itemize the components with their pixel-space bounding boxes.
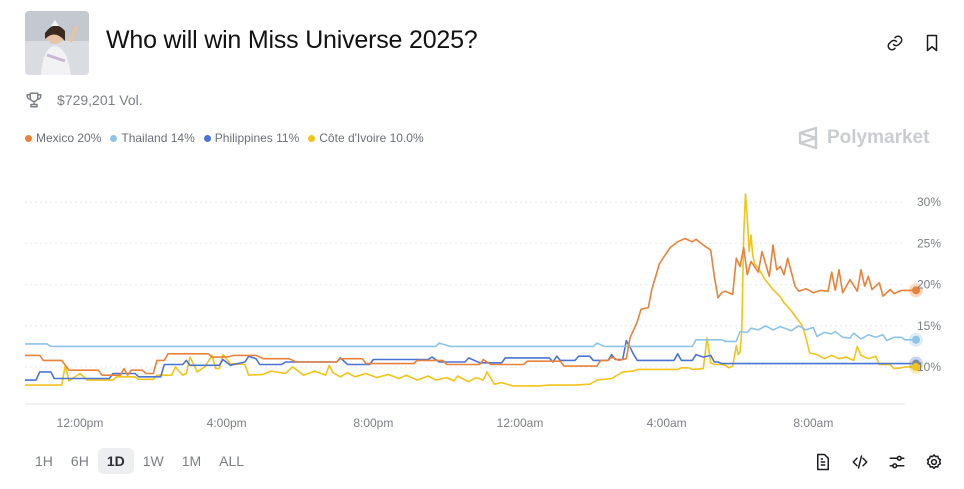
range-1h[interactable]: 1H	[35, 453, 53, 469]
legend-label-mexico: Mexico 20%	[36, 131, 102, 145]
link-icon[interactable]	[885, 33, 905, 53]
series-line-mexico	[25, 237, 916, 376]
volume-stat: $729,201 Vol.	[25, 91, 143, 109]
document-icon[interactable]	[813, 452, 833, 472]
price-history-chart: 10% 15% 20% 25% 30% 12:00pm 4:00pm 8:00pm 12:00…	[25, 193, 941, 430]
legend-item-mexico: Mexico 20%	[25, 131, 101, 145]
range-1w[interactable]: 1W	[142, 453, 164, 469]
market-thumbnail	[25, 11, 89, 75]
y-tick-label: 25%	[917, 236, 941, 250]
y-tick-label: 10%	[917, 360, 941, 374]
trophy-icon	[26, 92, 42, 108]
x-tick-label: 4:00pm	[207, 416, 247, 430]
range-1m[interactable]: 1M	[181, 453, 202, 469]
range-all[interactable]: ALL	[219, 453, 245, 469]
series-line-c-te-d-ivoire	[25, 193, 916, 387]
page-title: Who will win Miss Universe 2025?	[106, 26, 478, 54]
volume-text: $729,201 Vol.	[57, 92, 143, 108]
embed-code-icon[interactable]	[850, 452, 870, 472]
sliders-icon[interactable]	[887, 452, 907, 472]
y-tick-label: 30%	[917, 195, 941, 209]
range-6h[interactable]: 6H	[70, 453, 89, 469]
range-1d[interactable]: 1D	[97, 448, 134, 474]
polymarket-logo: Polymarket	[797, 126, 929, 150]
chart-legend: Mexico 20% Thailand 14% Philippines 11% …	[25, 131, 424, 145]
series-line-philippines	[25, 339, 916, 381]
endpoint-dot-mexico	[912, 286, 920, 295]
settings-gear-icon[interactable]	[924, 452, 944, 472]
legend-item-thailand: Thailand 14%	[110, 131, 195, 145]
x-tick-label: 4:00am	[647, 416, 687, 430]
x-tick-label: 12:00am	[497, 416, 544, 430]
series-line-thailand	[25, 325, 916, 348]
time-range-selector: 1H 6H 1D 1W 1M ALL	[26, 448, 253, 474]
legend-dot-thailand	[110, 134, 118, 142]
legend-label-thailand: Thailand 14%	[121, 131, 195, 145]
endpoint-dot-c-te-d-ivoire	[912, 362, 920, 371]
legend-dot-philippines	[203, 134, 211, 142]
polymarket-icon	[798, 126, 818, 150]
brand-name: Polymarket	[827, 127, 930, 148]
y-tick-label: 15%	[917, 319, 941, 333]
legend-dot-mexico	[25, 134, 32, 142]
legend-item-philippines: Philippines 11%	[203, 131, 300, 145]
x-tick-label: 8:00pm	[353, 416, 393, 430]
legend-label-cote-divoire: Côte d'Ivoire 10.0%	[319, 131, 424, 145]
endpoint-dot-thailand	[912, 335, 920, 344]
y-tick-label: 20%	[917, 278, 941, 292]
legend-label-philippines: Philippines 11%	[214, 131, 300, 145]
legend-dot-cote-divoire	[308, 134, 316, 142]
x-tick-label: 12:00pm	[57, 416, 104, 430]
legend-item-cote-divoire: Côte d'Ivoire 10.0%	[308, 131, 424, 145]
x-tick-label: 8:00am	[793, 416, 833, 430]
bookmark-icon[interactable]	[922, 33, 942, 53]
